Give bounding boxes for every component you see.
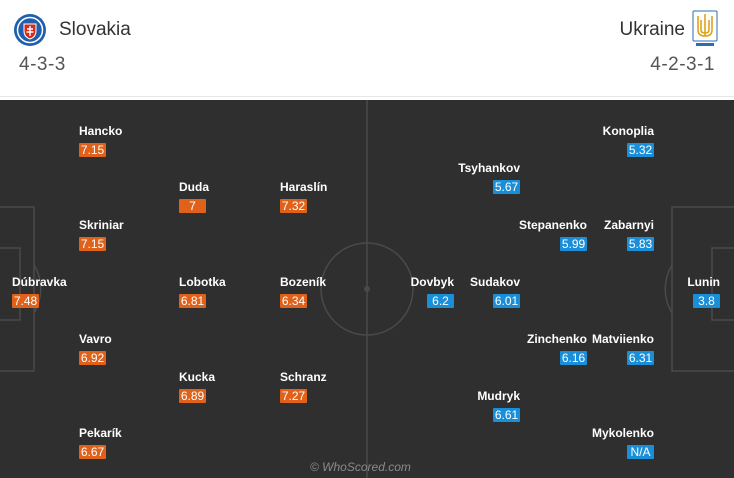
player-card-konoplia[interactable]: Konoplia 5.32 [574,124,654,159]
player-rating: 3.8 [693,294,720,308]
player-rating: 6.31 [627,351,654,365]
player-rating: 6.92 [79,351,106,365]
player-name: Duda [179,180,209,194]
home-formation: 4-3-3 [19,54,66,75]
player-name: Sudakov [469,275,520,289]
player-rating: 5.32 [627,143,654,157]
player-name: Hancko [79,124,123,138]
player-name: Lunin [687,275,720,289]
player-rating: 5.99 [560,237,587,251]
player-rating: 6.2 [427,294,454,308]
player-card-hancko[interactable]: Hancko 7.15 [79,124,159,159]
player-card-skriniar[interactable]: Skriniar 7.15 [79,218,159,253]
home-team-name: Slovakia [59,19,131,40]
player-name: Tsyhankov [458,161,520,175]
player-rating: 7.15 [79,143,106,157]
player-card-kucka[interactable]: Kucka 6.89 [179,370,259,405]
player-card-stepanenko[interactable]: Stepanenko 5.99 [507,218,587,253]
player-name: Dúbravka [12,275,67,289]
match-header: Slovakia 4-3-3 Ukraine 4-2-3-1 [0,0,734,97]
player-card-bozenik[interactable]: Bozeník 6.34 [280,275,360,310]
player-rating: 6.16 [560,351,587,365]
slovakia-crest-icon [14,14,46,46]
player-name: Skriniar [79,218,124,232]
player-rating: 6.89 [179,389,206,403]
pitch [0,100,734,478]
player-rating: 5.67 [493,180,520,194]
ukraine-crest-icon [692,10,718,46]
watermark: © WhoScored.com [310,460,411,474]
player-name: Zinchenko [526,332,587,346]
player-name: Pekarík [79,426,122,440]
pitch-lines [0,100,734,478]
player-card-duda[interactable]: Duda 7 [179,180,259,215]
player-rating: 7.48 [12,294,39,308]
player-rating: N/A [627,445,654,459]
player-rating: 6.61 [493,408,520,422]
player-name: Zabarnyi [603,218,654,232]
player-name: Matviienko [591,332,654,346]
player-name: Mykolenko [591,426,654,440]
player-rating: 6.81 [179,294,206,308]
player-name: Mudryk [477,389,520,403]
player-card-dubravka[interactable]: Dúbravka 7.48 [12,275,92,310]
player-card-tsyhankov[interactable]: Tsyhankov 5.67 [440,161,520,196]
player-name: Schranz [280,370,327,384]
player-card-sudakov[interactable]: Sudakov 6.01 [440,275,520,310]
player-rating: 7 [179,199,206,213]
player-name: Bozeník [280,275,327,289]
player-name: Kucka [179,370,216,384]
away-team-name: Ukraine [619,19,685,40]
player-card-zinchenko[interactable]: Zinchenko 6.16 [507,332,587,367]
away-formation: 4-2-3-1 [650,54,715,75]
player-name: Dovbyk [410,275,454,289]
player-card-haraslin[interactable]: Haraslín 7.32 [280,180,360,215]
player-name: Lobotka [179,275,226,289]
player-rating: 5.83 [627,237,654,251]
player-rating: 7.15 [79,237,106,251]
player-rating: 6.67 [79,445,106,459]
player-rating: 6.01 [493,294,520,308]
player-name: Vavro [79,332,112,346]
player-name: Stepanenko [518,218,587,232]
player-card-lobotka[interactable]: Lobotka 6.81 [179,275,259,310]
player-rating: 7.32 [280,199,307,213]
player-card-zabarnyi[interactable]: Zabarnyi 5.83 [574,218,654,253]
player-card-dovbyk[interactable]: Dovbyk 6.2 [374,275,454,310]
player-rating: 6.34 [280,294,307,308]
player-card-mykolenko[interactable]: Mykolenko N/A [574,426,654,461]
player-card-schranz[interactable]: Schranz 7.27 [280,370,360,405]
player-name: Haraslín [280,180,328,194]
player-card-lunin[interactable]: Lunin 3.8 [640,275,720,310]
player-name: Konoplia [602,124,654,138]
player-card-matviienko[interactable]: Matviienko 6.31 [574,332,654,367]
player-rating: 7.27 [280,389,307,403]
player-card-mudryk[interactable]: Mudryk 6.61 [440,389,520,424]
player-card-vavro[interactable]: Vavro 6.92 [79,332,159,367]
player-card-pekarik[interactable]: Pekarík 6.67 [79,426,159,461]
